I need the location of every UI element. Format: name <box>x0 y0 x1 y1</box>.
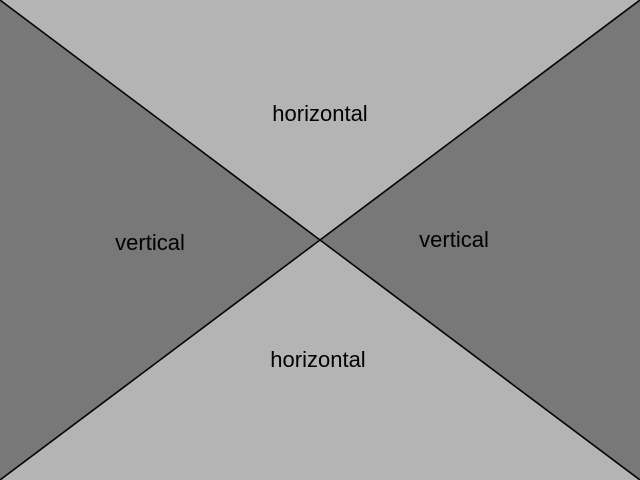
region-top-horizontal <box>0 0 640 240</box>
region-right-vertical <box>320 0 640 480</box>
region-label-left: vertical <box>115 230 185 255</box>
region-label-top: horizontal <box>272 101 368 126</box>
region-label-bottom: horizontal <box>270 347 366 372</box>
region-left-vertical <box>0 0 320 480</box>
region-label-right: vertical <box>419 227 489 252</box>
region-bottom-horizontal <box>0 240 640 480</box>
